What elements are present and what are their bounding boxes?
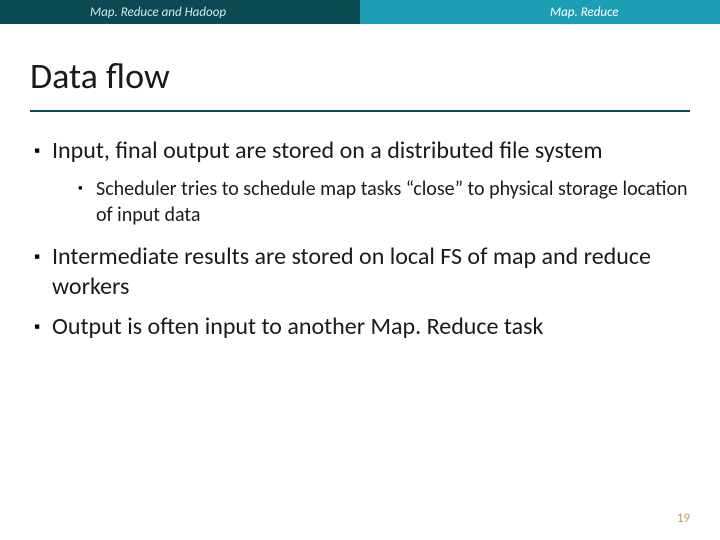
page-number: 19 (677, 511, 690, 526)
slide-title: Data flow (30, 54, 690, 98)
header-right: Map. Reduce (360, 0, 720, 24)
bullet-text: Input, final output are stored on a dist… (52, 136, 603, 166)
content-area: ▪ Input, final output are stored on a di… (0, 112, 720, 342)
square-bullet-icon: ▪ (30, 312, 52, 342)
header-left: Map. Reduce and Hadoop (0, 0, 360, 24)
square-bullet-icon: ▪ (30, 136, 52, 166)
square-bullet-icon: ▪ (30, 242, 52, 302)
bullet-level1: ▪ Intermediate results are stored on loc… (30, 242, 690, 302)
bullet-level1: ▪ Input, final output are stored on a di… (30, 136, 690, 166)
square-bullet-icon: ▪ (76, 176, 96, 228)
slide-header: Map. Reduce and Hadoop Map. Reduce (0, 0, 720, 24)
title-block: Data flow (0, 24, 720, 106)
bullet-text: Output is often input to another Map. Re… (52, 312, 543, 342)
bullet-level2: ▪ Scheduler tries to schedule map tasks … (76, 176, 690, 228)
header-left-text: Map. Reduce and Hadoop (90, 5, 226, 20)
bullet-text: Intermediate results are stored on local… (52, 242, 690, 302)
header-right-text: Map. Reduce (550, 5, 619, 20)
bullet-level1: ▪ Output is often input to another Map. … (30, 312, 690, 342)
bullet-text: Scheduler tries to schedule map tasks “c… (96, 176, 690, 228)
